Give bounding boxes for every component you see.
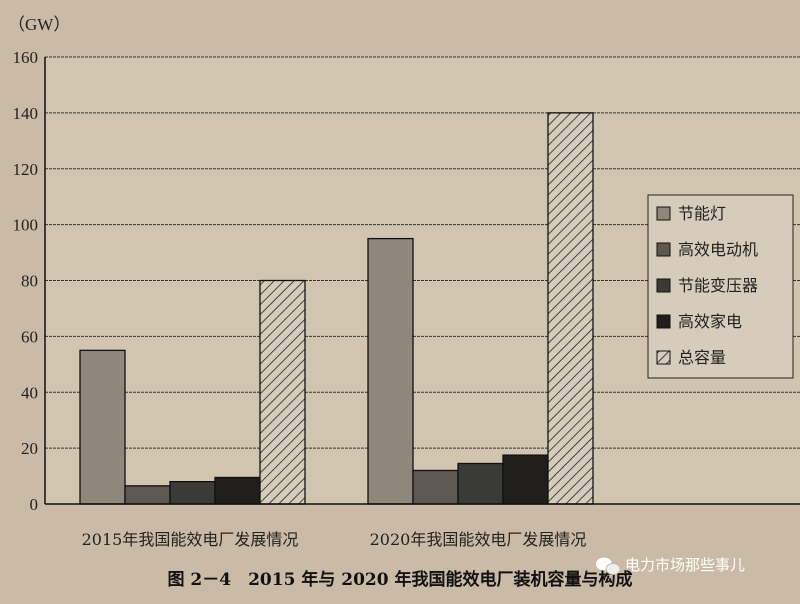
- bar-1-2: [457, 462, 504, 505]
- legend-swatch: [656, 206, 671, 221]
- y-tick-label: 40: [21, 383, 38, 402]
- legend-label: 总容量: [678, 348, 726, 367]
- wechat-icon: [596, 557, 621, 575]
- bar-0-4: [259, 279, 306, 505]
- bar-1-3: [502, 454, 549, 505]
- y-tick-label: 20: [21, 439, 38, 458]
- category-label-2015: 2015年我国能效电厂发展情况: [82, 530, 299, 549]
- watermark-text: 电力市场那些事儿: [625, 556, 745, 574]
- chart-caption: 图 2－4 2015 年与 2020 年我国能效电厂装机容量与构成: [168, 569, 633, 590]
- bar-0-1: [124, 485, 171, 505]
- y-tick-label: 120: [13, 160, 39, 179]
- bar-0-0: [79, 349, 126, 505]
- legend-label: 节能变压器: [678, 276, 758, 295]
- legend-label: 节能灯: [678, 204, 726, 223]
- bar-1-4: [547, 112, 594, 505]
- bar-1-1: [412, 469, 459, 505]
- y-tick-label: 0: [30, 495, 39, 514]
- watermark: 电力市场那些事儿: [596, 556, 745, 575]
- y-axis-unit: （GW）: [8, 15, 70, 34]
- legend-label: 高效家电: [678, 312, 742, 331]
- bar-0-3: [214, 476, 261, 505]
- y-tick-label: 140: [13, 104, 39, 123]
- legend-swatch: [656, 350, 671, 365]
- legend-swatch: [656, 314, 671, 329]
- category-label-2020: 2020年我国能效电厂发展情况: [370, 530, 587, 549]
- y-tick-label: 60: [21, 327, 38, 346]
- y-tick-label: 160: [13, 48, 39, 67]
- bar-0-2: [169, 480, 216, 505]
- legend-swatch: [656, 278, 671, 293]
- legend-swatch: [656, 242, 671, 257]
- legend-label: 高效电动机: [678, 240, 758, 259]
- y-tick-label: 80: [21, 272, 38, 291]
- y-tick-label: 100: [13, 216, 39, 235]
- bar-1-0: [367, 237, 414, 505]
